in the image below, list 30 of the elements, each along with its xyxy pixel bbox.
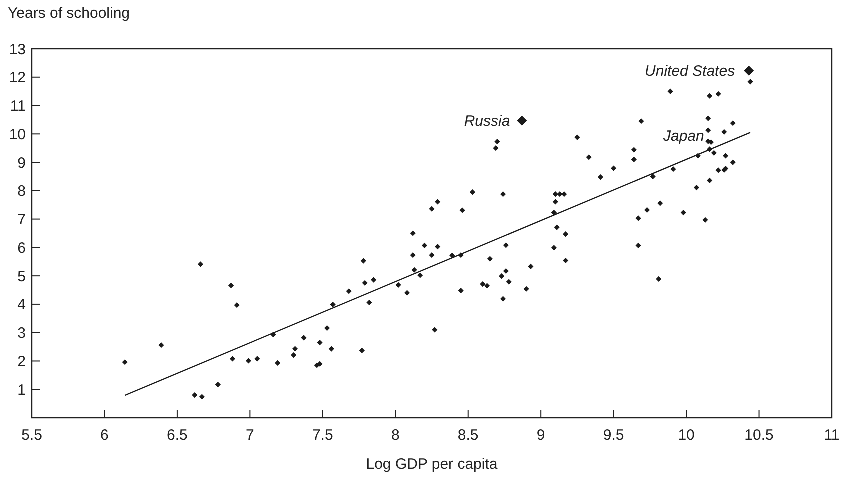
y-tick-label: 7 — [18, 212, 26, 229]
x-tick-label: 9 — [536, 427, 546, 444]
y-tick-label: 3 — [18, 325, 26, 342]
y-tick-label: 1 — [18, 382, 26, 399]
annotation: Russia — [464, 113, 510, 130]
x-tick-label: 6 — [100, 427, 109, 444]
x-tick-label: 5.5 — [22, 427, 42, 444]
y-tick-label: 6 — [18, 240, 26, 257]
x-tick-label: 8.5 — [458, 427, 479, 444]
x-tick-label: 10 — [678, 427, 695, 444]
x-tick-label: 7.5 — [312, 427, 334, 444]
x-tick-label: 9.5 — [603, 427, 624, 444]
y-tick-label: 12 — [9, 70, 26, 87]
y-tick-label: 2 — [18, 353, 26, 370]
y-axis-title: Years of schooling — [8, 5, 130, 22]
y-tick-label: 13 — [9, 41, 26, 58]
annotation: United States — [645, 63, 736, 80]
x-tick-label: 6.5 — [167, 427, 188, 444]
x-tick-label: 7 — [246, 427, 254, 444]
x-tick-label: 8 — [391, 427, 400, 444]
y-tick-label: 8 — [18, 183, 26, 200]
y-tick-label: 9 — [18, 154, 26, 172]
x-tick-label: 11 — [824, 427, 840, 444]
y-tick-label: 5 — [18, 268, 26, 286]
annotation: Japan — [662, 128, 704, 145]
y-tick-label: 10 — [9, 126, 26, 144]
x-axis-title: Log GDP per capita — [366, 456, 498, 473]
y-tick-label: 11 — [10, 98, 26, 116]
y-tick-label: 4 — [18, 296, 26, 314]
x-tick-label: 10.5 — [744, 427, 774, 444]
